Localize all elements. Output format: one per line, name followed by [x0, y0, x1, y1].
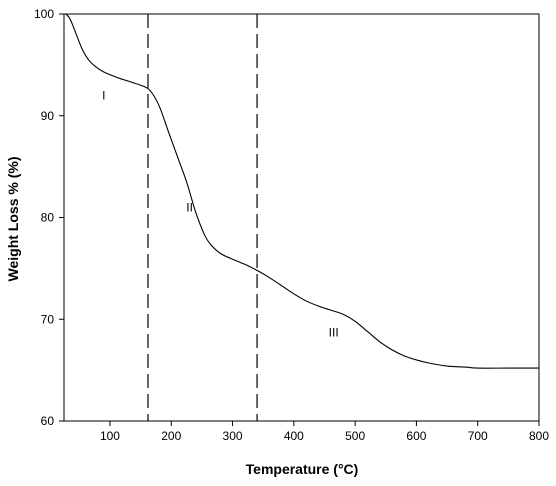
region-label: II — [186, 200, 193, 214]
region-label: I — [102, 88, 105, 102]
x-axis: 100 200 300 400 500 600 700 800 — [100, 421, 549, 443]
y-tick-label: 90 — [41, 109, 55, 123]
x-tick-label: 300 — [223, 429, 243, 443]
plot-frame — [63, 13, 540, 422]
y-axis-title: Weight Loss % (%) — [5, 157, 21, 282]
x-tick-label: 100 — [100, 429, 120, 443]
region-dividers — [147, 14, 258, 421]
y-tick-label: 80 — [41, 211, 55, 225]
y-axis: 60 70 80 90 100 — [34, 7, 64, 428]
x-tick-label: 800 — [529, 429, 549, 443]
x-tick-label: 400 — [284, 429, 304, 443]
y-tick-label: 70 — [41, 312, 55, 326]
x-tick-label: 700 — [468, 429, 488, 443]
x-tick-label: 600 — [406, 429, 426, 443]
x-tick-label: 200 — [161, 429, 181, 443]
y-tick-label: 60 — [41, 414, 55, 428]
series-layer — [65, 13, 539, 369]
x-tick-label: 500 — [345, 429, 365, 443]
plot-area — [63, 13, 540, 422]
weight-loss-line — [65, 13, 539, 369]
x-axis-title: Temperature (°C) — [246, 461, 359, 477]
region-label: III — [329, 326, 339, 340]
y-tick-label: 100 — [34, 7, 54, 21]
